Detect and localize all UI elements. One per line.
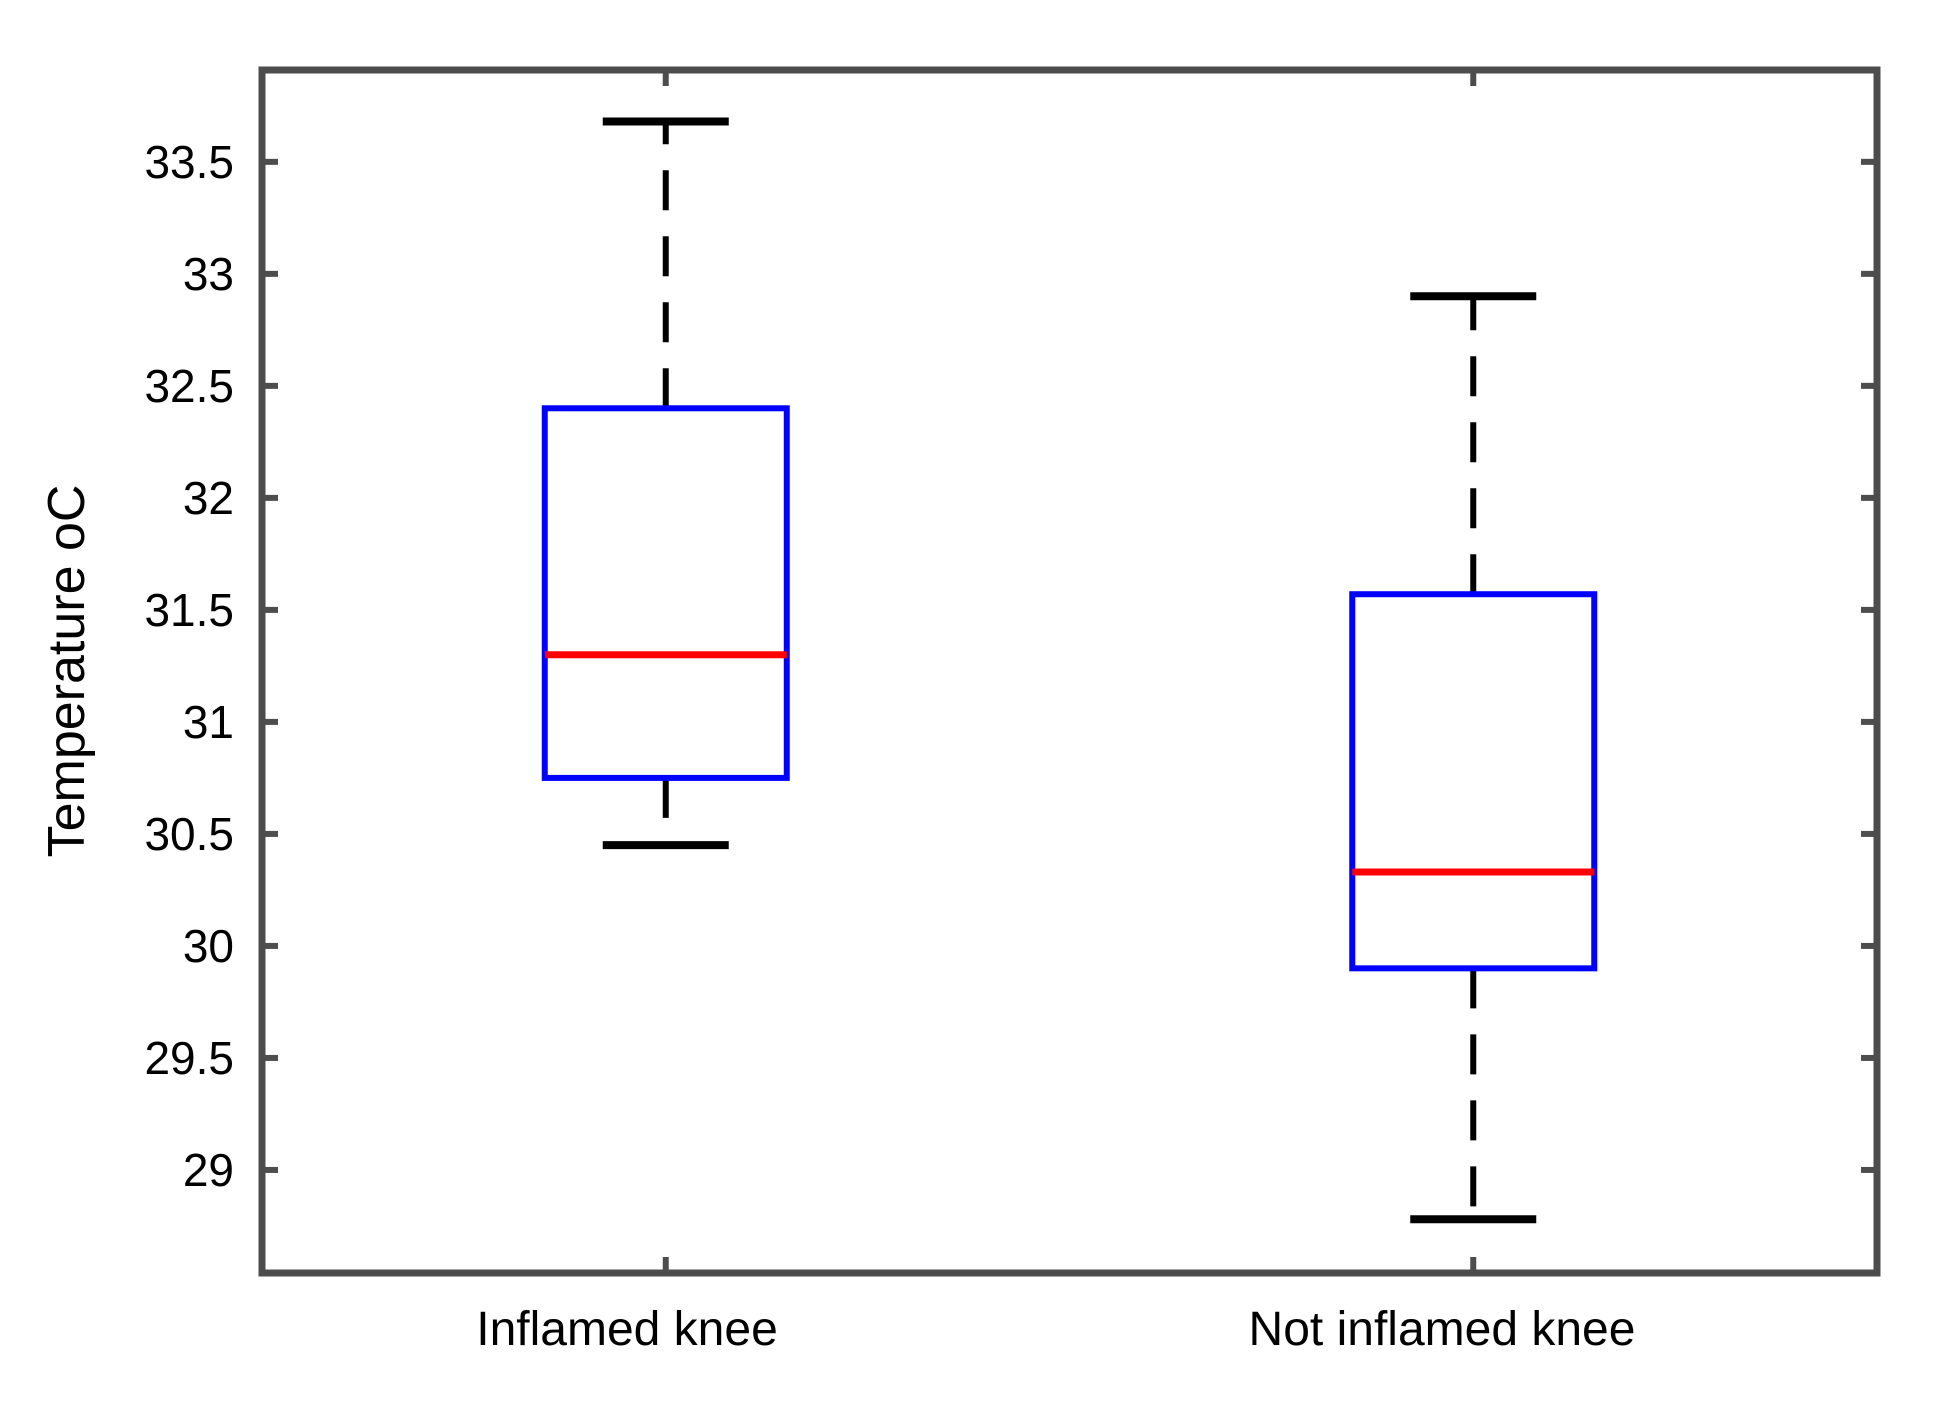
iqr-box	[541, 405, 790, 781]
x-axis-label: Inflamed knee	[476, 1303, 778, 1356]
iqr-box	[1349, 591, 1598, 972]
y-axis-tick-label: 31.5	[144, 584, 234, 636]
x-axis-label: Not inflamed knee	[1248, 1303, 1636, 1356]
y-axis-tick-label: 30.5	[144, 808, 234, 860]
plot-frame	[258, 66, 1881, 1277]
y-axis-tick-label: 32.5	[144, 360, 234, 412]
y-axis-tick-label: 33.5	[144, 136, 234, 188]
y-axis-tick-label: 33	[183, 248, 234, 300]
y-axis-title: Temperature oC	[38, 484, 96, 858]
y-axis-tick-label: 29	[183, 1144, 234, 1196]
y-axis-tick-label: 32	[183, 472, 234, 524]
y-axis-tick-label: 30	[183, 920, 234, 972]
y-axis-tick-label: 31	[183, 696, 234, 748]
y-axis-tick-label: 29.5	[144, 1032, 234, 1084]
